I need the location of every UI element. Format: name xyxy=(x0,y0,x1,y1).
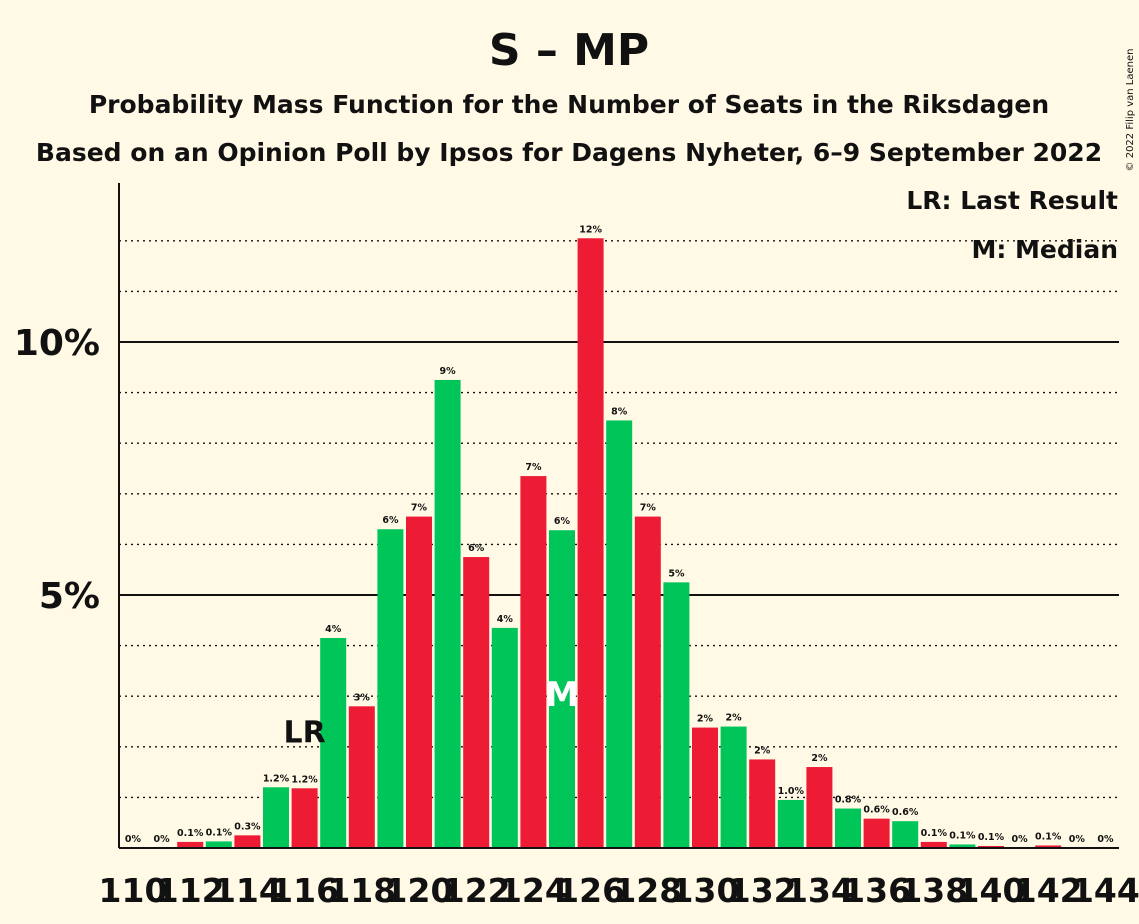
bar-seat-136 xyxy=(863,818,890,848)
x-tick-label: 128 xyxy=(613,871,682,910)
bar-seat-129 xyxy=(663,582,690,848)
bar-value-label: 8% xyxy=(611,406,628,417)
y-tick-label: 5% xyxy=(39,576,100,617)
bar-value-label: 0.1% xyxy=(978,832,1005,843)
bar-seat-133 xyxy=(777,799,804,848)
bar-value-label: 1.2% xyxy=(263,773,290,784)
x-tick-label: 126 xyxy=(556,871,625,910)
x-tick-label: 114 xyxy=(213,871,282,910)
x-tick-label: 124 xyxy=(499,871,568,910)
bar-seat-121 xyxy=(434,379,461,848)
bar-seat-119 xyxy=(377,529,404,848)
bar-value-label: 7% xyxy=(640,503,657,514)
bar-value-label: 0.1% xyxy=(177,828,204,839)
median-marker: M xyxy=(545,675,579,715)
bar-value-label: 0% xyxy=(125,834,142,845)
bar-value-label: 0.8% xyxy=(835,795,862,806)
bar-seat-124 xyxy=(520,476,547,848)
bar-value-label: 0% xyxy=(1069,834,1086,845)
chart-title: S – MP xyxy=(489,25,649,76)
bar-seat-122 xyxy=(463,557,490,848)
bar-seat-142 xyxy=(1035,845,1062,848)
bar-seat-131 xyxy=(720,726,747,848)
bar-seat-118 xyxy=(348,706,375,848)
chart-subtitle-2: Based on an Opinion Poll by Ipsos for Da… xyxy=(36,138,1102,167)
y-axis-labels: 5% 10% xyxy=(14,323,100,617)
x-tick-label: 134 xyxy=(785,871,854,910)
x-tick-label: 136 xyxy=(842,871,911,910)
bar-value-label: 12% xyxy=(579,224,602,235)
bar-value-label: 4% xyxy=(325,624,342,635)
x-tick-label: 118 xyxy=(327,871,396,910)
bar-value-label: 0.1% xyxy=(206,827,233,838)
bar-value-label: 9% xyxy=(440,366,457,377)
bar-value-label: 2% xyxy=(726,713,743,724)
x-tick-label: 112 xyxy=(156,871,225,910)
bar-value-label: 7% xyxy=(525,462,542,473)
bar-seat-123 xyxy=(491,627,518,848)
bar-value-label: 0.6% xyxy=(892,807,919,818)
bar-value-label: 0.1% xyxy=(1035,831,1062,842)
bar-value-label: 0.1% xyxy=(921,828,948,839)
bar-seat-130 xyxy=(692,727,718,848)
bar-seat-135 xyxy=(835,808,861,848)
bar-value-label: 6% xyxy=(382,515,399,526)
copyright-text: © 2022 Filip van Laenen xyxy=(1125,49,1136,172)
bar-value-label: 0% xyxy=(1012,834,1029,845)
bar-seat-132 xyxy=(749,759,776,848)
bar-seat-137 xyxy=(892,821,919,848)
bar-value-label: 0% xyxy=(154,834,171,845)
bar-seat-139 xyxy=(949,844,976,848)
chart-subtitle-1: Probability Mass Function for the Number… xyxy=(89,90,1049,119)
bar-seat-134 xyxy=(806,767,833,848)
bar-value-label: 1.0% xyxy=(778,786,805,797)
bar-value-label: 3% xyxy=(354,692,371,703)
bar-value-label: 4% xyxy=(497,614,514,625)
bar-seat-127 xyxy=(606,420,633,848)
bar-value-label: 0.1% xyxy=(949,830,976,841)
bar-seat-126 xyxy=(577,238,604,848)
bars-group: 0% 0%0.1% 0.1%0.3%1.2% 1.2%4%3%6%7%9%6%4%7%… xyxy=(125,224,1114,848)
x-tick-label: 132 xyxy=(728,871,797,910)
bar-seat-138 xyxy=(920,841,947,848)
x-tick-label: 130 xyxy=(671,871,740,910)
bar-seat-112 xyxy=(177,841,204,848)
bar-value-label: 0.6% xyxy=(863,805,890,816)
x-axis-labels: 1101121141161181201221241261281301321341… xyxy=(99,871,1139,910)
bar-value-label: 5% xyxy=(668,568,685,579)
last-result-marker: LR xyxy=(283,715,325,750)
legend-last-result: LR: Last Result xyxy=(906,186,1118,215)
x-tick-label: 138 xyxy=(899,871,968,910)
x-tick-label: 144 xyxy=(1071,871,1139,910)
x-tick-label: 120 xyxy=(385,871,454,910)
x-tick-label: 116 xyxy=(270,871,339,910)
x-tick-label: 140 xyxy=(957,871,1026,910)
x-tick-label: 110 xyxy=(99,871,168,910)
bar-seat-113 xyxy=(205,841,232,848)
bar-seat-115 xyxy=(263,787,289,848)
x-tick-label: 142 xyxy=(1014,871,1083,910)
bar-value-label: 0% xyxy=(1097,834,1114,845)
bar-seat-140 xyxy=(978,845,1004,848)
y-tick-label: 10% xyxy=(14,323,100,364)
bar-value-label: 6% xyxy=(554,516,571,527)
bar-value-label: 2% xyxy=(697,714,714,725)
legend-median: M: Median xyxy=(971,235,1118,264)
bar-seat-125 xyxy=(549,530,575,848)
bar-value-label: 0.3% xyxy=(234,821,261,832)
bar-seat-114 xyxy=(234,835,261,848)
bar-value-label: 2% xyxy=(754,745,771,756)
bar-seat-116 xyxy=(291,788,318,848)
bar-value-label: 6% xyxy=(468,543,485,554)
bar-seat-117 xyxy=(320,638,347,848)
bar-seat-128 xyxy=(634,516,661,848)
bar-value-label: 2% xyxy=(811,753,828,764)
bar-value-label: 1.2% xyxy=(291,774,318,785)
bar-seat-120 xyxy=(406,516,432,848)
bar-value-label: 7% xyxy=(411,503,428,514)
x-tick-label: 122 xyxy=(442,871,511,910)
